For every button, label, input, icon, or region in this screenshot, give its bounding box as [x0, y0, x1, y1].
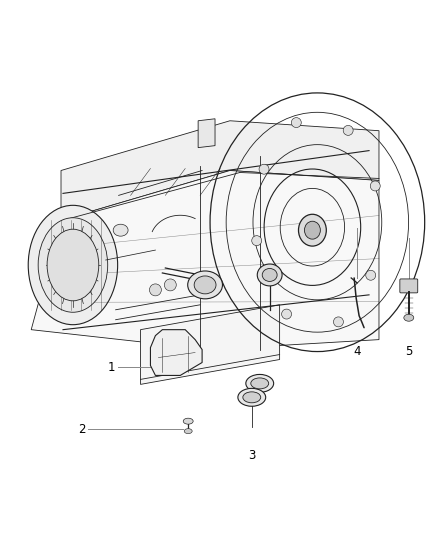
- Circle shape: [149, 284, 161, 296]
- Polygon shape: [61, 121, 379, 220]
- Ellipse shape: [183, 418, 193, 424]
- Polygon shape: [198, 119, 215, 148]
- Ellipse shape: [262, 269, 277, 281]
- Circle shape: [282, 309, 292, 319]
- Ellipse shape: [251, 378, 268, 389]
- Circle shape: [252, 236, 261, 246]
- Ellipse shape: [238, 389, 266, 406]
- Ellipse shape: [304, 221, 320, 239]
- Text: 1: 1: [108, 361, 116, 374]
- Circle shape: [366, 270, 376, 280]
- Circle shape: [370, 181, 380, 191]
- FancyBboxPatch shape: [400, 279, 418, 293]
- Circle shape: [259, 164, 269, 174]
- Text: 5: 5: [405, 345, 413, 358]
- Ellipse shape: [194, 276, 216, 294]
- Polygon shape: [31, 171, 379, 350]
- Ellipse shape: [404, 314, 414, 321]
- Ellipse shape: [298, 214, 326, 246]
- Polygon shape: [141, 305, 279, 384]
- Text: 2: 2: [78, 423, 86, 435]
- Ellipse shape: [243, 392, 261, 403]
- Ellipse shape: [246, 375, 274, 392]
- Ellipse shape: [113, 224, 128, 236]
- Circle shape: [164, 279, 176, 291]
- Ellipse shape: [257, 264, 282, 286]
- Text: 4: 4: [353, 345, 361, 358]
- Circle shape: [343, 125, 353, 135]
- Ellipse shape: [38, 218, 108, 312]
- Text: 3: 3: [248, 449, 255, 462]
- Circle shape: [333, 317, 343, 327]
- Circle shape: [291, 118, 301, 127]
- Ellipse shape: [47, 229, 99, 301]
- Ellipse shape: [28, 205, 118, 325]
- Ellipse shape: [188, 271, 223, 299]
- Polygon shape: [150, 330, 202, 375]
- Ellipse shape: [184, 429, 192, 434]
